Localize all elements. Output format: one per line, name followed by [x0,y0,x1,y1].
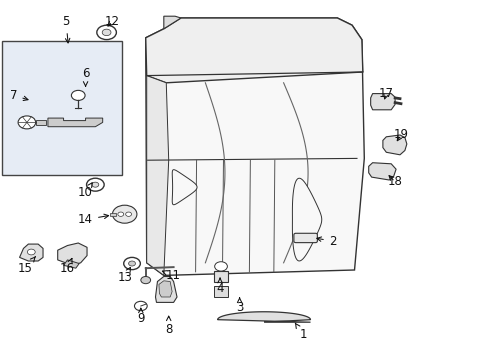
Text: 2: 2 [316,235,336,248]
Polygon shape [368,163,395,180]
Text: 17: 17 [378,87,393,100]
Polygon shape [370,94,394,110]
Polygon shape [20,244,43,261]
Text: 5: 5 [62,15,70,43]
Circle shape [92,182,99,187]
Text: 13: 13 [117,267,132,284]
Polygon shape [146,76,168,275]
Text: 8: 8 [164,316,172,336]
Polygon shape [58,243,87,265]
Circle shape [123,257,140,270]
Text: 18: 18 [387,175,402,188]
Polygon shape [217,312,310,322]
Text: 16: 16 [60,258,75,275]
Text: 11: 11 [162,269,181,282]
Text: 12: 12 [105,15,120,28]
Circle shape [97,25,116,40]
Text: 9: 9 [137,308,144,325]
Circle shape [214,262,227,271]
Circle shape [112,205,137,223]
Bar [213,271,228,282]
Text: 14: 14 [78,213,108,226]
Polygon shape [155,276,177,302]
Polygon shape [48,118,102,127]
FancyBboxPatch shape [293,233,317,243]
Text: 6: 6 [81,67,89,86]
Polygon shape [159,281,172,297]
Circle shape [118,212,123,216]
Text: 7: 7 [10,89,28,102]
Text: 4: 4 [216,278,224,294]
Text: 15: 15 [18,257,35,275]
Text: 10: 10 [78,183,93,199]
Circle shape [27,249,35,255]
Polygon shape [63,260,79,268]
Circle shape [125,212,131,216]
Bar [2,41,122,175]
Polygon shape [172,170,197,205]
Polygon shape [145,18,364,275]
Polygon shape [382,135,406,155]
Circle shape [86,178,104,191]
Text: 19: 19 [393,129,407,141]
Bar [213,286,228,297]
Circle shape [141,276,150,284]
Polygon shape [163,16,181,29]
Polygon shape [292,178,321,261]
Text: 3: 3 [235,298,243,314]
Circle shape [18,116,36,129]
Text: 1: 1 [295,323,306,341]
Bar [110,213,116,216]
Circle shape [102,29,111,36]
Polygon shape [145,18,362,83]
Bar [36,120,46,125]
Circle shape [134,301,147,311]
Circle shape [128,261,135,266]
Circle shape [71,90,85,100]
